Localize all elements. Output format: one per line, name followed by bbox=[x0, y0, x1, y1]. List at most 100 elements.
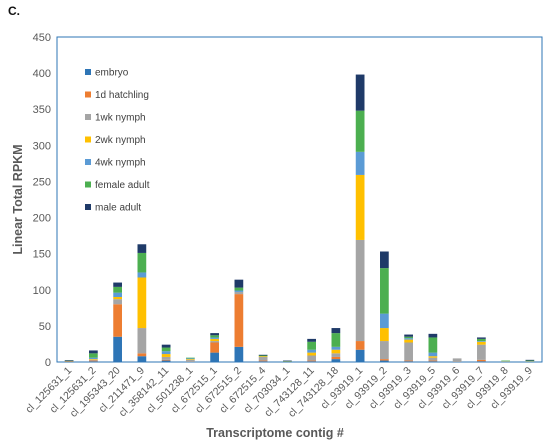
bar-segment-1wk-nymph bbox=[113, 299, 122, 305]
y-tick-label: 150 bbox=[33, 249, 51, 261]
y-tick-label: 450 bbox=[33, 32, 51, 44]
legend-swatch-male-adult bbox=[85, 204, 91, 210]
bar-segment-female-adult bbox=[186, 357, 195, 359]
bar-segment-male-adult bbox=[234, 279, 244, 288]
bar-segment-female-adult bbox=[137, 252, 147, 273]
y-tick-label: 250 bbox=[33, 176, 51, 188]
legend-swatch-female-adult bbox=[85, 181, 91, 188]
bar-segment-male-adult bbox=[210, 333, 219, 336]
bar-segment-4wk-nymph bbox=[113, 292, 122, 297]
y-tick-label: 400 bbox=[33, 68, 51, 80]
bar-segment-2wk-nymph bbox=[380, 328, 389, 342]
bar-segment-2wk-nymph bbox=[210, 338, 219, 342]
bar-segment-1d-hatchling bbox=[428, 360, 438, 362]
bar-segment-1d-hatchling bbox=[113, 304, 122, 337]
legend-swatch-4wk-nymph bbox=[85, 159, 91, 165]
bar-segment-1wk-nymph bbox=[210, 341, 219, 343]
bar-segment-1d-hatchling bbox=[64, 361, 74, 362]
bar-segment-female-adult bbox=[161, 347, 171, 352]
bar-segment-1wk-nymph bbox=[477, 344, 486, 360]
bar-segment-1wk-nymph bbox=[331, 353, 341, 357]
legend-swatch-1wk-nymph bbox=[85, 114, 91, 120]
bar-segment-4wk-nymph bbox=[331, 346, 341, 350]
bar-segment-1d-hatchling bbox=[307, 360, 316, 362]
bar-segment-4wk-nymph bbox=[307, 349, 316, 353]
bar-segment-2wk-nymph bbox=[89, 359, 98, 360]
bar-segment-4wk-nymph bbox=[186, 358, 195, 360]
x-axis-title: Transcriptome contig # bbox=[206, 426, 344, 440]
bar-segment-male-adult bbox=[258, 354, 268, 356]
bar-segment-embryo bbox=[404, 361, 413, 362]
bar-segment-1d-hatchling bbox=[234, 294, 244, 347]
legend-swatch-2wk-nymph bbox=[85, 136, 91, 143]
bar-segment-male-adult bbox=[113, 282, 122, 287]
bar-segment-1wk-nymph bbox=[89, 359, 98, 361]
bar-segment-1wk-nymph bbox=[137, 328, 147, 354]
bar-segment-4wk-nymph bbox=[89, 357, 98, 360]
legend-label: 2wk nymph bbox=[95, 135, 146, 146]
legend-label: 1d hatchling bbox=[95, 90, 149, 101]
bar-segment-2wk-nymph bbox=[161, 354, 171, 357]
bar-segment-embryo bbox=[331, 359, 341, 362]
bar-segment-1wk-nymph bbox=[258, 356, 268, 361]
bar-segment-4wk-nymph bbox=[380, 313, 389, 329]
bar-segment-1d-hatchling bbox=[380, 359, 389, 361]
bar-segment-2wk-nymph bbox=[186, 359, 195, 360]
bar-segment-4wk-nymph bbox=[234, 290, 244, 292]
bar-segment-male-adult bbox=[307, 338, 316, 342]
bar-segment-1d-hatchling bbox=[161, 359, 171, 361]
bar-segment-embryo bbox=[161, 360, 171, 362]
bar-segment-2wk-nymph bbox=[404, 339, 413, 343]
bar-segment-female-adult bbox=[525, 360, 535, 362]
bar-segment-embryo bbox=[477, 361, 486, 362]
bar-segment-female-adult bbox=[89, 353, 98, 358]
y-tick-label: 300 bbox=[33, 140, 51, 152]
y-tick-label: 200 bbox=[33, 213, 51, 225]
bar-segment-1d-hatchling bbox=[89, 360, 98, 362]
bar-segment-male-adult bbox=[380, 251, 389, 269]
bar-segment-male-adult bbox=[525, 359, 535, 361]
legend-label: 4wk nymph bbox=[95, 158, 146, 169]
legend-label: 1wk nymph bbox=[95, 113, 146, 124]
bar-segment-male-adult bbox=[161, 344, 171, 348]
y-tick-label: 100 bbox=[33, 285, 51, 297]
bar-segment-4wk-nymph bbox=[210, 337, 219, 339]
bar-segment-2wk-nymph bbox=[477, 341, 486, 345]
bar-segment-1wk-nymph bbox=[501, 361, 510, 362]
y-tick-label: 350 bbox=[33, 104, 51, 116]
bar-segment-2wk-nymph bbox=[428, 356, 438, 358]
bar-segment-embryo bbox=[355, 349, 365, 362]
bar-segment-male-adult bbox=[331, 328, 341, 334]
bar-segment-2wk-nymph bbox=[307, 352, 316, 356]
legend-swatch-embryo bbox=[85, 69, 91, 75]
bar-segment-female-adult bbox=[210, 335, 219, 338]
bar-segment-2wk-nymph bbox=[113, 297, 122, 300]
bar-segment-female-adult bbox=[477, 338, 486, 342]
bar-segment-female-adult bbox=[258, 355, 268, 357]
bar-segment-1d-hatchling bbox=[137, 353, 147, 357]
bar-segment-1wk-nymph bbox=[161, 356, 171, 360]
bar-segment-1wk-nymph bbox=[64, 360, 74, 362]
bar-segment-1wk-nymph bbox=[452, 358, 462, 362]
bar-segment-male-adult bbox=[137, 244, 147, 253]
bar-segment-female-adult bbox=[501, 360, 510, 362]
bar-segment-1wk-nymph bbox=[525, 361, 535, 362]
legend-swatch-1d-hatchling bbox=[85, 91, 91, 98]
bar-segment-female-adult bbox=[428, 337, 438, 353]
bar-segment-4wk-nymph bbox=[404, 338, 413, 340]
bar-segment-1d-hatchling bbox=[355, 341, 365, 350]
bar-segment-embryo bbox=[210, 352, 219, 362]
bar-segment-embryo bbox=[89, 361, 98, 362]
bar-segment-female-adult bbox=[404, 336, 413, 339]
bar-segment-embryo bbox=[428, 361, 438, 362]
bar-segment-embryo bbox=[113, 336, 122, 362]
bar-segment-male-adult bbox=[477, 337, 486, 339]
bar-segment-1wk-nymph bbox=[234, 291, 244, 295]
bar-segment-1d-hatchling bbox=[331, 356, 341, 360]
bar-segment-1d-hatchling bbox=[404, 360, 413, 362]
bar-segment-female-adult bbox=[113, 286, 122, 293]
y-axis-title: Linear Total RPKM bbox=[11, 144, 25, 254]
legend-label: male adult bbox=[95, 203, 141, 214]
bar-segment-female-adult bbox=[283, 360, 292, 362]
